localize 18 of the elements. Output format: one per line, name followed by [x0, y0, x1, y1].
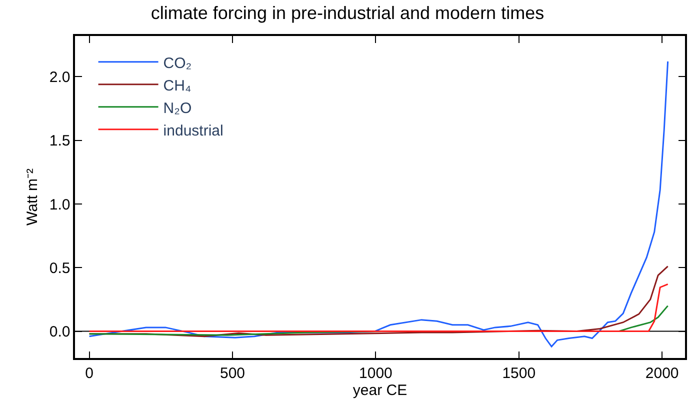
- legend-label: CH₄: [163, 77, 192, 94]
- x-tick-label: 2000: [645, 364, 679, 382]
- legend-label: N₂O: [163, 100, 192, 117]
- x-tick-label: 1500: [502, 364, 536, 382]
- legend-label: industrial: [163, 122, 224, 140]
- x-tick-label: 500: [220, 364, 246, 382]
- y-tick-label: 1.0: [49, 196, 70, 214]
- x-tick-label: 0: [85, 364, 94, 382]
- y-tick-label: 1.5: [49, 132, 70, 150]
- y-tick-label: 0.5: [49, 260, 70, 277]
- line-series: [88, 283, 669, 332]
- y-axis-title: Watt m⁻²: [24, 168, 42, 226]
- chart-title: climate forcing in pre-industrial and modern times: [150, 2, 544, 23]
- x-axis-title: year CE: [352, 382, 408, 399]
- y-tick-label: 2.0: [49, 68, 70, 86]
- y-tick-label: 0.0: [49, 324, 70, 341]
- legend-label: CO₂: [163, 54, 192, 72]
- x-tick-label: 1000: [359, 364, 392, 382]
